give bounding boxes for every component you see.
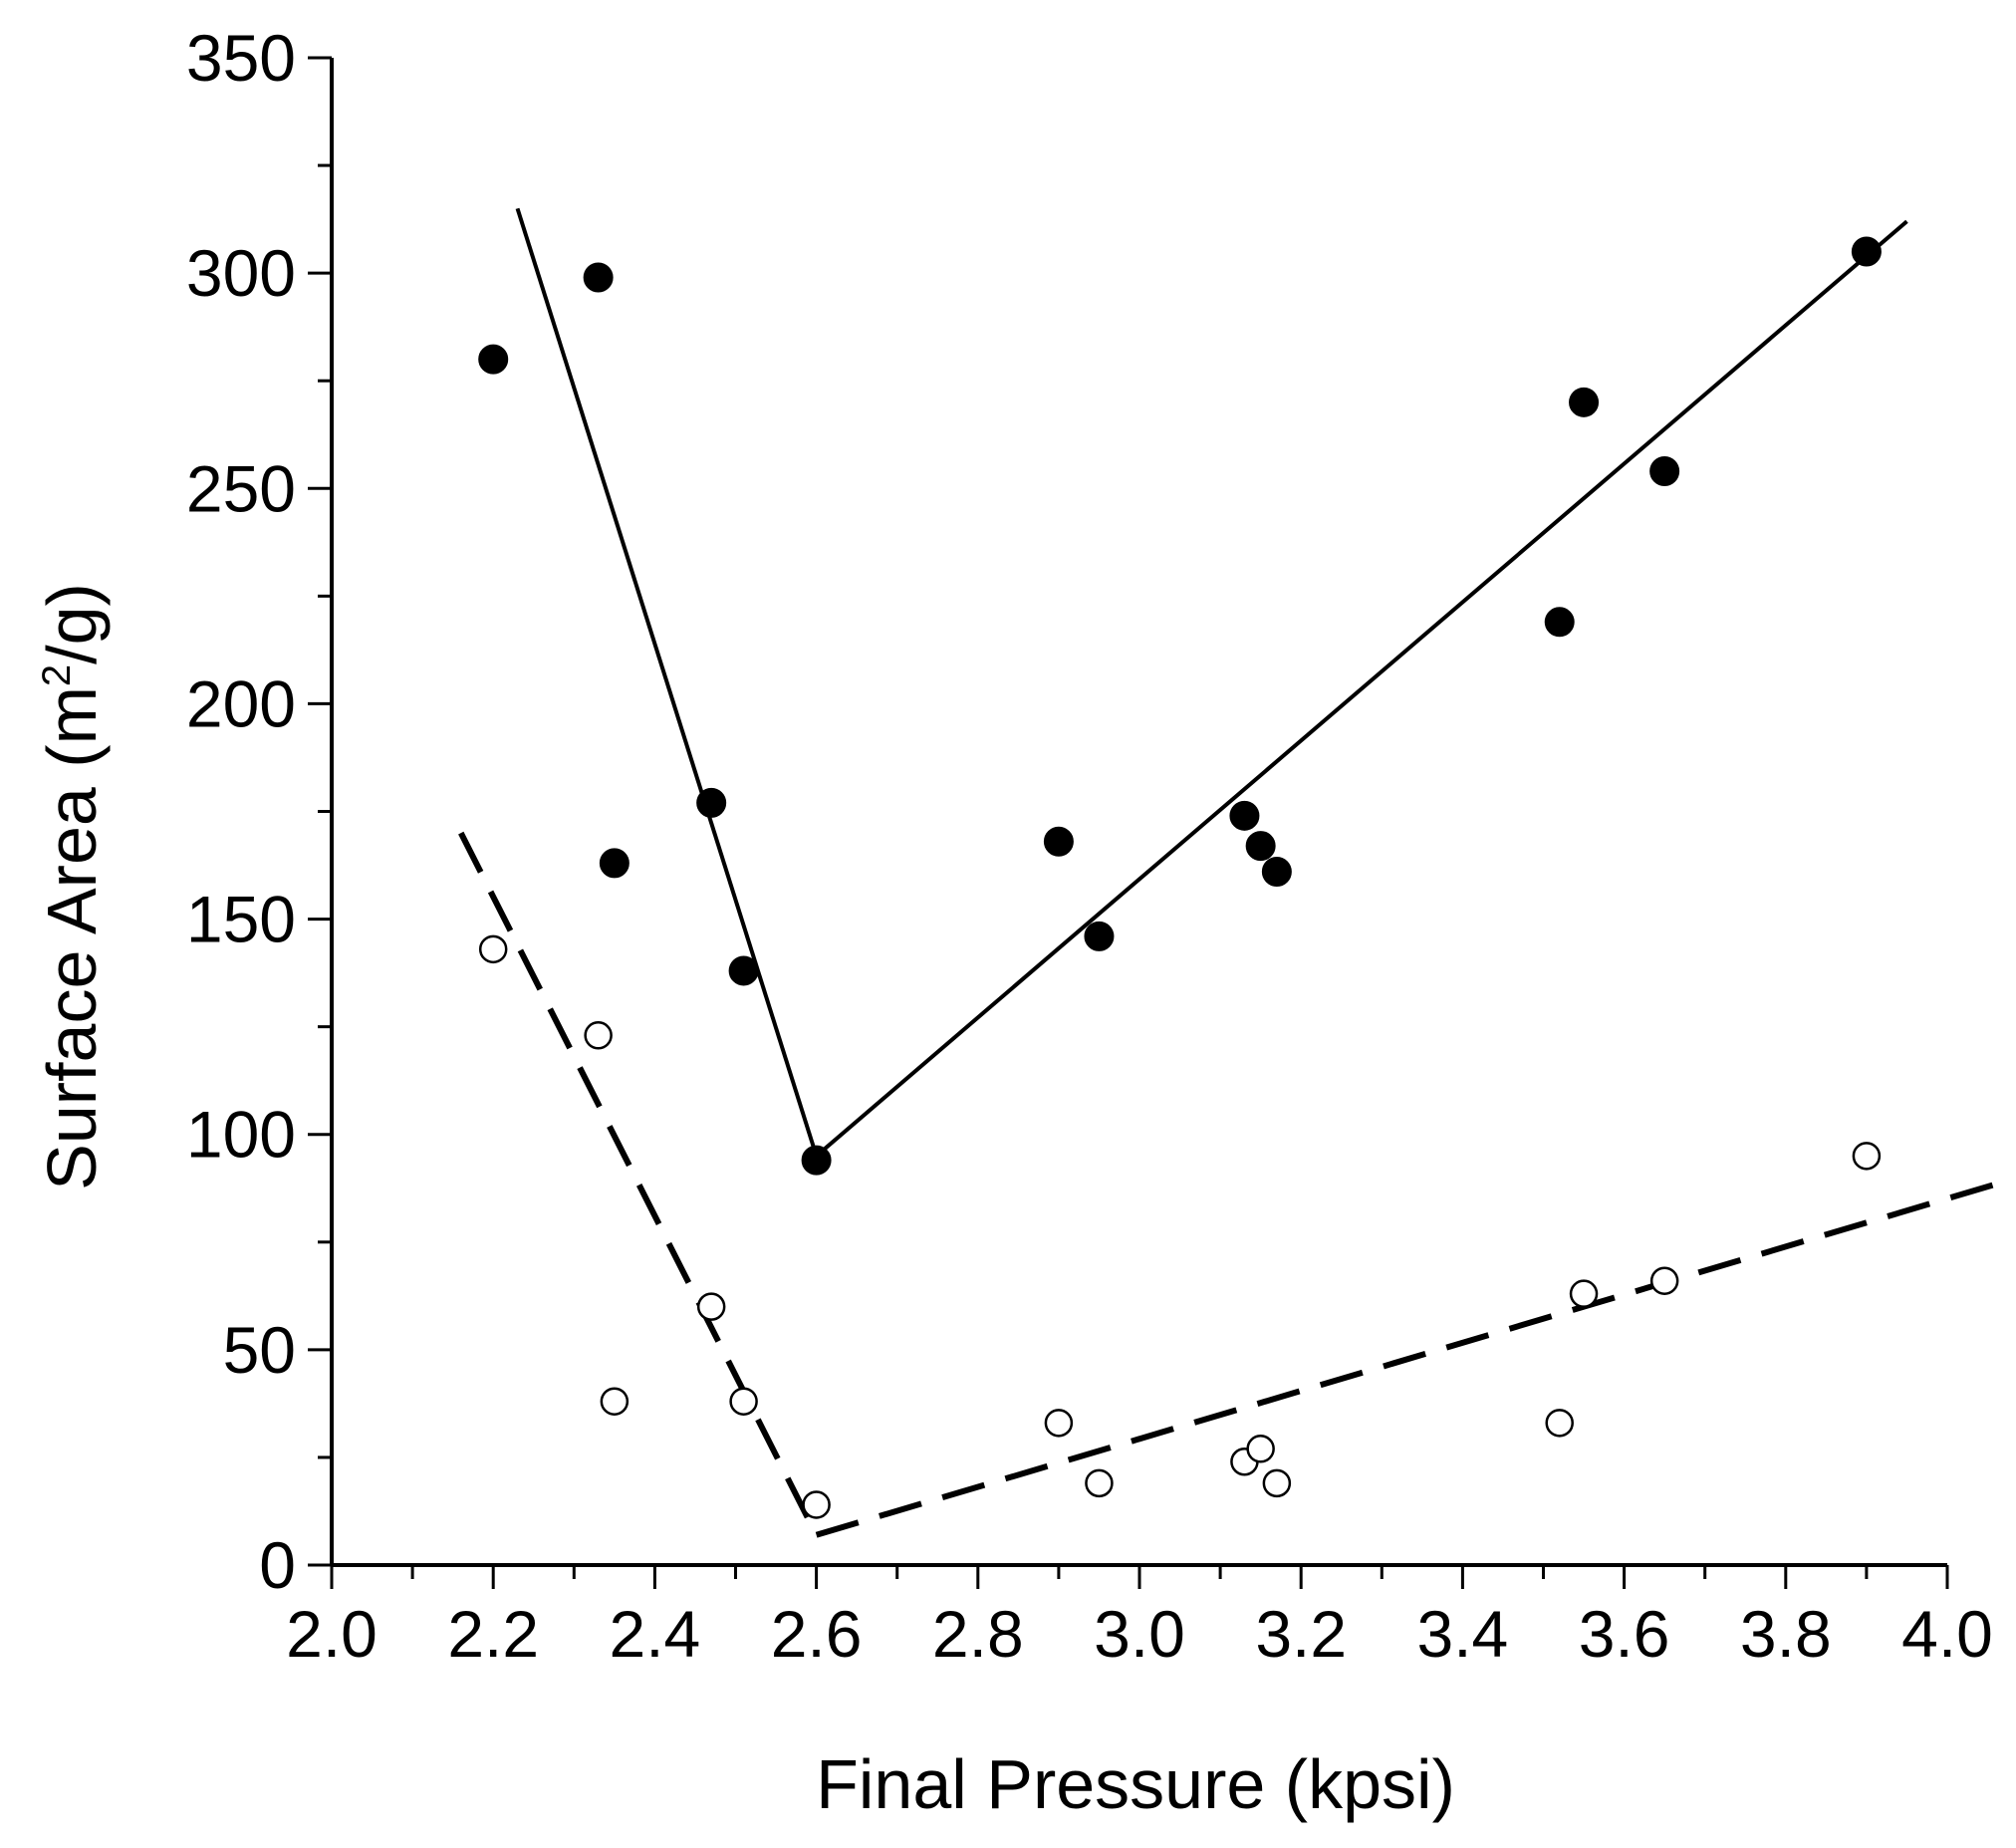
filled-data-point: [1569, 387, 1600, 417]
filled-data-point: [583, 262, 614, 293]
x-tick-label: 2.8: [932, 1597, 1024, 1671]
y-axis-title-suffix: /g): [33, 583, 111, 664]
open-data-point: [1852, 1142, 1882, 1171]
open-data-point: [729, 1387, 758, 1416]
y-axis-title-prefix: Surface Area (m: [33, 686, 111, 1190]
filled-data-point: [1043, 826, 1074, 857]
filled-data-point: [1245, 831, 1276, 862]
filled-data-point: [1261, 857, 1292, 888]
open-data-point: [1085, 1468, 1114, 1498]
y-axis-title-superscript: 2: [35, 664, 79, 686]
x-tick-label: 2.2: [447, 1597, 539, 1671]
filled-data-point: [1229, 800, 1260, 831]
filled-data-point: [1649, 455, 1680, 486]
x-axis-title: Final Pressure (kpsi): [816, 1745, 1455, 1823]
x-tick-label: 3.8: [1740, 1597, 1832, 1671]
filled-data-point: [801, 1145, 832, 1176]
open-data-point: [1545, 1409, 1574, 1438]
y-axis-title: Surface Area (m2/g): [33, 583, 111, 1190]
filled-data-point: [728, 955, 759, 986]
filled-fit-left-line: [515, 207, 819, 1157]
open-data-point: [802, 1490, 831, 1519]
y-tick-label: 0: [259, 1528, 296, 1602]
open-data-point: [478, 934, 508, 964]
y-tick-label: 350: [186, 21, 296, 95]
open-data-point: [696, 1292, 726, 1321]
filled-fit-right-line: [815, 219, 1908, 1158]
filled-data-point: [1544, 607, 1575, 638]
y-tick-label: 50: [223, 1313, 296, 1387]
x-tick-label: 3.2: [1255, 1597, 1347, 1671]
y-tick-label: 300: [186, 236, 296, 310]
x-tick-label: 2.0: [286, 1597, 378, 1671]
filled-data-point: [1851, 236, 1882, 267]
y-tick-label: 250: [186, 451, 296, 525]
filled-data-point: [599, 848, 630, 879]
filled-data-point: [1084, 921, 1115, 951]
y-tick-label: 100: [186, 1098, 296, 1172]
tick-labels: 2.0 2.2 2.4 2.6 2.8 3.0 3.2 3.4 3.6 3.8 4.0 0 50 100 1…: [186, 21, 1993, 1671]
open-data-point: [1262, 1468, 1292, 1498]
filled-data-point: [478, 344, 509, 375]
y-tick-label: 150: [186, 883, 296, 956]
open-data-point: [1649, 1266, 1679, 1295]
open-data-point: [1246, 1435, 1275, 1463]
x-tick-label: 3.6: [1579, 1597, 1670, 1671]
axes: [308, 56, 1949, 1589]
fit-lines: [458, 207, 2005, 1538]
x-tick-label: 3.4: [1417, 1597, 1509, 1671]
open-data-point: [1044, 1409, 1074, 1438]
x-tick-label: 4.0: [1901, 1597, 1993, 1671]
filled-data-point: [696, 787, 727, 818]
open-data-point: [1569, 1279, 1599, 1308]
y-tick-label: 200: [186, 666, 296, 740]
open-data-point: [584, 1021, 613, 1050]
open-fit-left-line: [458, 831, 820, 1537]
open-data-point: [600, 1387, 630, 1416]
x-tick-label: 2.6: [771, 1597, 863, 1671]
open-fit-right-line: [815, 1179, 2005, 1538]
data-points: [478, 236, 1882, 1519]
x-tick-label: 2.4: [610, 1597, 701, 1671]
x-tick-label: 3.0: [1094, 1597, 1185, 1671]
